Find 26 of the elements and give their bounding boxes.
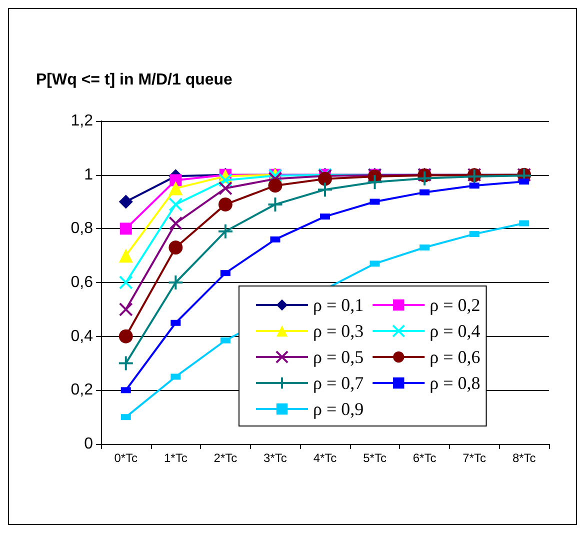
x-tick-label: 5*Tc xyxy=(363,451,386,465)
legend-label: ρ = 0,1 xyxy=(313,295,364,315)
legend-label: ρ = 0,5 xyxy=(313,347,364,367)
legend-label: ρ = 0,3 xyxy=(313,321,364,341)
y-tick-label: 1 xyxy=(84,166,94,184)
x-tick-label: 1*Tc xyxy=(164,451,188,465)
y-tick-label: 0 xyxy=(84,436,94,452)
y-tick-label: 1,2 xyxy=(70,112,94,130)
x-tick-label: 6*Tc xyxy=(412,451,436,465)
x-tick-label: 8*Tc xyxy=(512,451,536,465)
legend-label: ρ = 0,8 xyxy=(430,373,480,393)
legend-label: ρ = 0,7 xyxy=(313,373,364,393)
legend-label: ρ = 0,2 xyxy=(430,295,480,315)
x-tick-label: 0*Tc xyxy=(114,451,138,465)
x-tick-label: 3*Tc xyxy=(264,451,287,465)
x-tick-label: 4*Tc xyxy=(313,451,337,465)
y-tick-label: 0,6 xyxy=(70,274,94,291)
chart-title: P[Wq <= t] in M/D/1 queue xyxy=(36,72,233,88)
legend-label: ρ = 0,9 xyxy=(313,399,364,419)
legend-label: ρ = 0,4 xyxy=(430,321,480,341)
legend-label: ρ = 0,6 xyxy=(430,347,480,367)
x-tick-label: 2*Tc xyxy=(214,451,238,465)
y-tick-label: 0,2 xyxy=(70,382,94,399)
x-tick-label: 7*Tc xyxy=(462,451,486,465)
y-tick-label: 0,4 xyxy=(70,328,94,345)
y-tick-label: 0,8 xyxy=(70,220,94,238)
